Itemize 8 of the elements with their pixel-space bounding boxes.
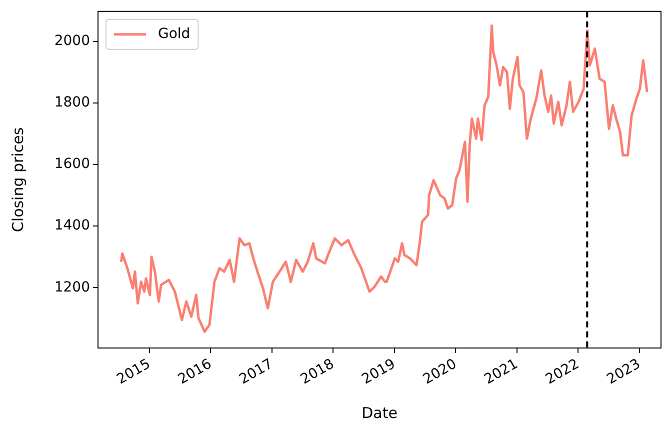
y-tick-label: 1600 bbox=[54, 156, 90, 172]
x-axis-title: Date bbox=[362, 404, 398, 422]
y-tick-label: 1400 bbox=[54, 218, 90, 234]
y-axis-title: Closing prices bbox=[8, 127, 27, 232]
legend-label: Gold bbox=[158, 26, 190, 42]
y-tick-label: 2000 bbox=[54, 32, 90, 49]
y-tick-label: 1200 bbox=[54, 279, 90, 296]
y-tick-label: 1800 bbox=[54, 94, 90, 111]
